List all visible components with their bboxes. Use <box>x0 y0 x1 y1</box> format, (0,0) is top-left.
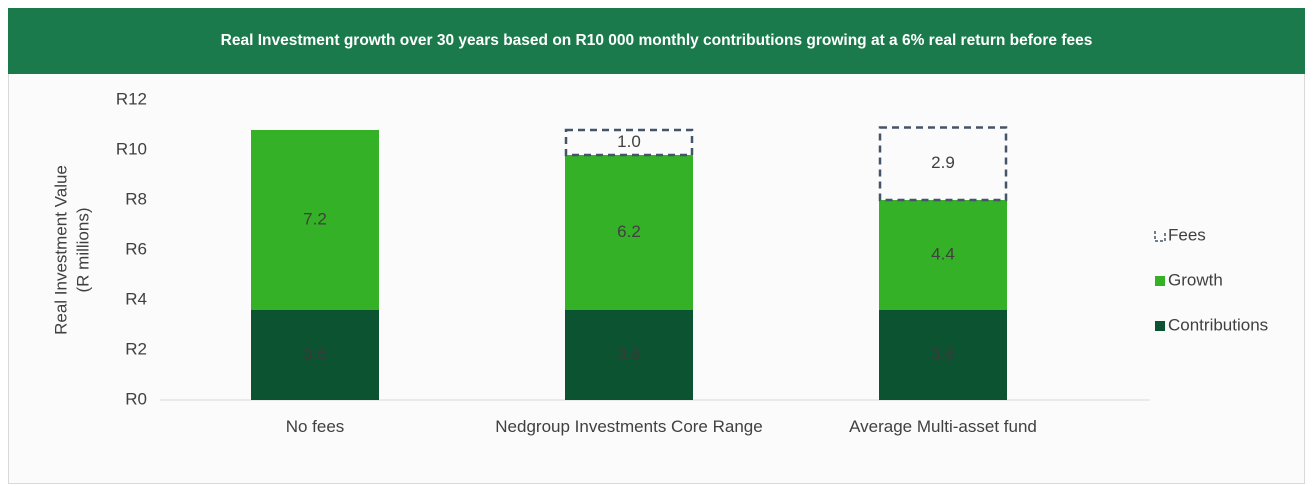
data-label: 4.4 <box>931 244 955 263</box>
bar-segment <box>564 128 694 157</box>
y-tick-label: R4 <box>125 289 147 308</box>
legend-swatch <box>1155 321 1165 331</box>
bar-segment <box>251 310 379 400</box>
y-tick-label: R2 <box>125 339 147 358</box>
y-tick-label: R6 <box>125 239 147 258</box>
x-tick-label: Average Multi-asset fund <box>849 417 1037 436</box>
y-tick-label: R8 <box>125 189 147 208</box>
bar-segment <box>878 126 1008 202</box>
bar-segment <box>565 155 693 310</box>
legend-label: Growth <box>1168 270 1223 289</box>
data-label: 3.6 <box>617 344 641 363</box>
chart-title: Real Investment growth over 30 years bas… <box>8 8 1305 74</box>
y-axis-label: Real Investment Value <box>51 165 70 335</box>
data-label: 7.2 <box>303 209 327 228</box>
data-label: 6.2 <box>617 222 641 241</box>
bar-segment <box>879 200 1007 310</box>
y-tick-label: R12 <box>116 89 147 108</box>
y-tick-label: R10 <box>116 139 147 158</box>
x-tick-label: No fees <box>285 417 345 436</box>
y-axis-label: (R millions) <box>73 208 92 293</box>
data-label: 1.0 <box>617 132 641 151</box>
legend-swatch <box>1155 276 1165 286</box>
legend-swatch <box>1154 231 1166 242</box>
bar-segment <box>251 130 379 310</box>
legend-label: Contributions <box>1168 315 1268 334</box>
legend-label: Fees <box>1168 225 1206 244</box>
data-label: 2.9 <box>931 153 955 172</box>
bar-segment <box>879 310 1007 400</box>
y-tick-label: R0 <box>125 389 147 408</box>
data-label: 3.6 <box>931 344 955 363</box>
bar-segment <box>565 310 693 400</box>
data-label: 3.6 <box>303 344 327 363</box>
x-tick-label: Nedgroup Investments Core Range <box>495 417 763 436</box>
